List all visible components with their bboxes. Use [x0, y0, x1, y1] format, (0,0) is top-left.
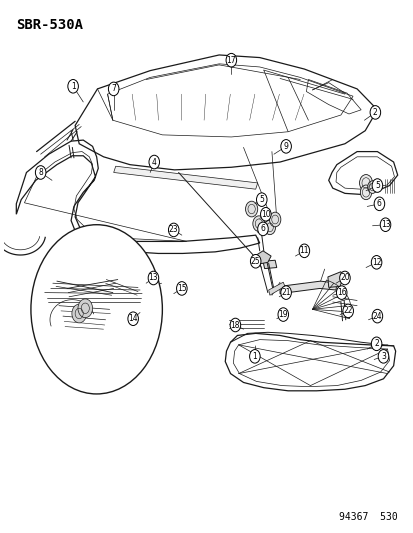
Circle shape: [68, 79, 78, 93]
Circle shape: [371, 309, 382, 323]
Circle shape: [269, 212, 280, 227]
Text: 9: 9: [283, 142, 288, 151]
Text: 5: 5: [374, 181, 379, 190]
Circle shape: [245, 201, 257, 217]
Circle shape: [379, 218, 390, 231]
Circle shape: [35, 166, 46, 179]
Text: 6: 6: [376, 199, 381, 208]
Circle shape: [256, 193, 266, 206]
Polygon shape: [253, 251, 271, 264]
Circle shape: [358, 175, 372, 191]
Circle shape: [277, 308, 288, 321]
Circle shape: [377, 350, 388, 363]
Text: 4: 4: [152, 158, 156, 166]
Text: 22: 22: [343, 306, 352, 316]
Circle shape: [280, 140, 291, 153]
Text: 25: 25: [250, 257, 260, 266]
Text: 20: 20: [339, 273, 349, 282]
Circle shape: [263, 220, 275, 235]
Circle shape: [225, 53, 236, 67]
Circle shape: [31, 225, 162, 394]
Circle shape: [78, 299, 93, 318]
Text: SBR-530A: SBR-530A: [16, 19, 83, 33]
Text: 7: 7: [111, 84, 116, 93]
Circle shape: [128, 312, 138, 326]
Text: 1: 1: [252, 352, 256, 361]
Text: 10: 10: [260, 210, 270, 219]
Circle shape: [370, 337, 381, 351]
Text: 94367  530: 94367 530: [338, 512, 397, 522]
Text: 6: 6: [260, 224, 265, 233]
Circle shape: [148, 271, 158, 285]
Text: 13: 13: [380, 220, 389, 229]
Text: 12: 12: [371, 258, 380, 267]
Circle shape: [339, 271, 349, 285]
Circle shape: [260, 207, 271, 221]
Text: 3: 3: [380, 352, 385, 361]
Circle shape: [298, 244, 309, 257]
Polygon shape: [268, 282, 284, 295]
Circle shape: [230, 318, 240, 332]
Text: 23: 23: [169, 225, 178, 235]
Circle shape: [342, 304, 353, 318]
Circle shape: [369, 106, 380, 119]
Text: 19: 19: [278, 310, 287, 319]
Circle shape: [373, 197, 384, 211]
Text: 2: 2: [373, 340, 378, 348]
Text: 15: 15: [177, 284, 186, 293]
Polygon shape: [114, 166, 257, 189]
Circle shape: [371, 179, 382, 192]
Circle shape: [280, 286, 291, 300]
Circle shape: [249, 350, 259, 363]
Circle shape: [336, 286, 346, 300]
Text: 5: 5: [259, 195, 263, 204]
Text: 18: 18: [230, 320, 240, 329]
Text: 16: 16: [336, 288, 346, 297]
Text: 1: 1: [71, 82, 75, 91]
Circle shape: [257, 222, 268, 236]
Text: 8: 8: [38, 168, 43, 177]
Polygon shape: [262, 260, 276, 269]
Text: 2: 2: [372, 108, 377, 117]
Circle shape: [108, 82, 119, 96]
Circle shape: [250, 254, 260, 268]
Circle shape: [367, 181, 377, 193]
Circle shape: [370, 255, 381, 269]
Circle shape: [359, 185, 371, 200]
Circle shape: [168, 223, 178, 237]
Text: 21: 21: [281, 288, 290, 297]
Text: 24: 24: [372, 312, 381, 321]
Text: 13: 13: [148, 273, 158, 282]
Text: 14: 14: [128, 314, 138, 323]
Polygon shape: [327, 272, 342, 287]
Circle shape: [252, 216, 264, 231]
Circle shape: [176, 281, 187, 295]
Polygon shape: [279, 281, 336, 294]
Text: 17: 17: [226, 55, 235, 64]
Text: 11: 11: [299, 246, 309, 255]
Circle shape: [149, 155, 159, 169]
Circle shape: [72, 304, 86, 323]
